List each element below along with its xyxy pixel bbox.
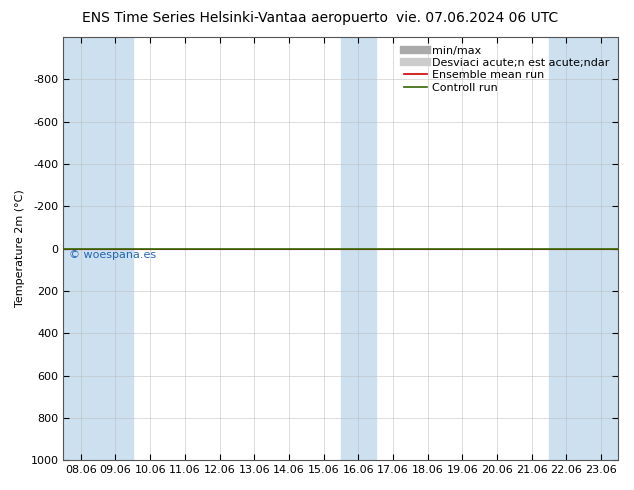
Text: ENS Time Series Helsinki-Vantaa aeropuerto: ENS Time Series Helsinki-Vantaa aeropuer… — [82, 11, 389, 25]
Y-axis label: Temperature 2m (°C): Temperature 2m (°C) — [15, 190, 25, 307]
Bar — [341, 37, 375, 460]
Bar — [549, 37, 619, 460]
Legend: min/max, Desviaci acute;n est acute;ndar, Ensemble mean run, Controll run: min/max, Desviaci acute;n est acute;ndar… — [401, 43, 613, 96]
Text: © woespana.es: © woespana.es — [69, 250, 156, 260]
Text: vie. 07.06.2024 06 UTC: vie. 07.06.2024 06 UTC — [396, 11, 558, 25]
Bar — [63, 37, 133, 460]
